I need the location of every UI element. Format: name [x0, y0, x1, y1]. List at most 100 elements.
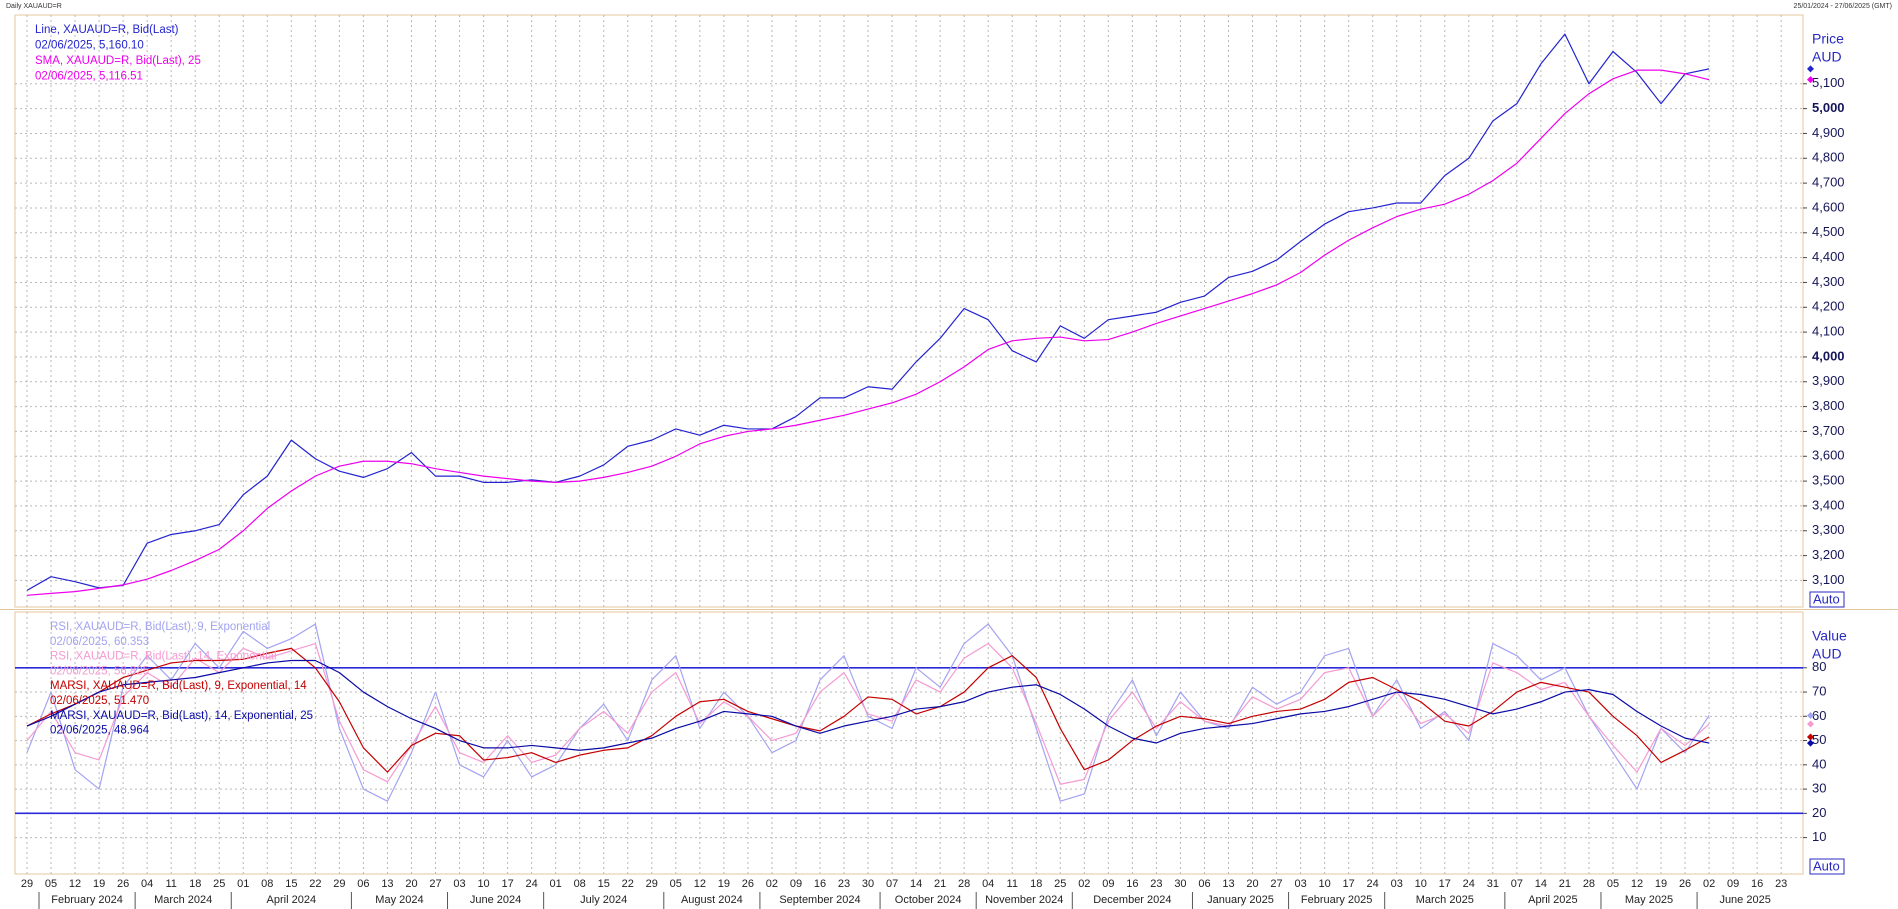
x-tick-label: 22 [622, 878, 634, 890]
x-tick-label: 18 [1030, 878, 1042, 890]
y-tick-label: 4,200 [1812, 299, 1845, 314]
y-axis-unit: AUD [1812, 646, 1842, 662]
x-tick-label: 08 [574, 878, 586, 890]
x-tick-label: 21 [1559, 878, 1571, 890]
x-tick-label: 26 [742, 878, 754, 890]
x-tick-label: 07 [1511, 878, 1523, 890]
auto-box[interactable] [1809, 591, 1845, 608]
x-tick-label: 01 [550, 878, 562, 890]
x-tick-label: 12 [69, 878, 81, 890]
legend-last-value: 02/06/2025, 60.353 [50, 636, 149, 648]
month-label: June 2025 [1719, 894, 1770, 906]
x-tick-label: 13 [381, 878, 393, 890]
month-label: August 2024 [681, 894, 743, 906]
month-label: April 2024 [267, 894, 317, 906]
month-label: December 2024 [1093, 894, 1171, 906]
x-tick-label: 02 [1703, 878, 1715, 890]
legend-last-value: 02/06/2025, 48.964 [50, 725, 150, 737]
y-tick-label: 4,900 [1812, 125, 1845, 140]
x-tick-label: 12 [694, 878, 706, 890]
x-tick-label: 27 [429, 878, 441, 890]
x-tick-label: 24 [1367, 878, 1379, 890]
month-label: February 2024 [51, 894, 123, 906]
month-label: June 2024 [470, 894, 521, 906]
month-label: March 2024 [154, 894, 212, 906]
x-tick-label: 17 [501, 878, 513, 890]
month-label: February 2025 [1301, 894, 1373, 906]
last-value-marker [1807, 739, 1814, 747]
x-tick-label: 16 [814, 878, 826, 890]
x-tick-label: 09 [1727, 878, 1739, 890]
legend-name: Line, XAUAUD=R, Bid(Last) [35, 24, 179, 36]
y-tick-label: 5,000 [1812, 100, 1845, 115]
x-tick-label: 18 [189, 878, 201, 890]
x-tick-label: 28 [1583, 878, 1595, 890]
legend-name: RSI, XAUAUD=R, Bid(Last), 14, Exponentia… [50, 651, 277, 663]
x-tick-label: 16 [1126, 878, 1138, 890]
last-value-marker [1807, 733, 1814, 741]
x-tick-label: 05 [670, 878, 682, 890]
x-tick-label: 31 [1487, 878, 1499, 890]
x-tick-label: 21 [934, 878, 946, 890]
month-label: January 2025 [1207, 894, 1274, 906]
y-axis-label: Price [1812, 31, 1844, 47]
x-tick-label: 25 [1054, 878, 1066, 890]
y-tick-label: 50 [1812, 732, 1826, 747]
x-tick-label: 10 [1415, 878, 1427, 890]
auto-label[interactable]: Auto [1813, 858, 1840, 873]
x-tick-label: 20 [405, 878, 417, 890]
y-tick-label: 3,800 [1812, 398, 1845, 413]
x-tick-label: 27 [1270, 878, 1282, 890]
x-tick-label: 02 [766, 878, 778, 890]
x-tick-label: 06 [357, 878, 369, 890]
x-tick-label: 26 [1679, 878, 1691, 890]
x-tick-label: 26 [117, 878, 129, 890]
x-tick-label: 05 [45, 878, 57, 890]
y-tick-label: 4,800 [1812, 150, 1845, 165]
x-tick-label: 15 [598, 878, 610, 890]
y-tick-label: 4,000 [1812, 348, 1845, 363]
x-tick-label: 19 [1655, 878, 1667, 890]
x-tick-label: 05 [1607, 878, 1619, 890]
y-axis-unit: AUD [1812, 49, 1842, 65]
y-tick-label: 5,100 [1812, 75, 1845, 90]
x-tick-label: 06 [1198, 878, 1210, 890]
month-label: November 2024 [985, 894, 1063, 906]
series-line [26, 623, 1710, 802]
x-tick-label: 24 [526, 878, 538, 890]
last-value-marker [1807, 76, 1814, 84]
x-tick-label: 04 [982, 878, 994, 890]
auto-label[interactable]: Auto [1813, 591, 1840, 606]
x-tick-label: 29 [333, 878, 345, 890]
x-tick-label: 29 [21, 878, 33, 890]
x-tick-label: 23 [1150, 878, 1162, 890]
x-tick-label: 04 [141, 878, 153, 890]
x-tick-label: 23 [1775, 878, 1787, 890]
header-title: Daily XAUAUD=R [6, 3, 62, 10]
auto-box[interactable] [1809, 858, 1845, 875]
legend-name: SMA, XAUAUD=R, Bid(Last), 25 [35, 55, 201, 67]
y-tick-label: 40 [1812, 756, 1826, 771]
x-tick-label: 24 [1463, 878, 1475, 890]
x-tick-label: 07 [886, 878, 898, 890]
y-tick-label: 4,100 [1812, 324, 1845, 339]
x-tick-label: 25 [213, 878, 225, 890]
y-tick-label: 3,300 [1812, 522, 1845, 537]
y-tick-label: 3,600 [1812, 448, 1845, 463]
y-tick-label: 4,300 [1812, 274, 1845, 289]
x-tick-label: 20 [1246, 878, 1258, 890]
y-tick-label: 20 [1812, 805, 1826, 820]
x-tick-label: 23 [838, 878, 850, 890]
x-tick-label: 29 [646, 878, 658, 890]
y-tick-label: 4,600 [1812, 199, 1845, 214]
x-tick-label: 17 [1343, 878, 1355, 890]
x-tick-label: 08 [261, 878, 273, 890]
legend-name: MARSI, XAUAUD=R, Bid(Last), 9, Exponenti… [50, 680, 307, 692]
x-tick-label: 15 [285, 878, 297, 890]
series-line [26, 659, 1710, 751]
indicator-panel-border [14, 611, 1804, 875]
x-tick-label: 10 [1318, 878, 1330, 890]
x-tick-label: 11 [165, 878, 176, 890]
